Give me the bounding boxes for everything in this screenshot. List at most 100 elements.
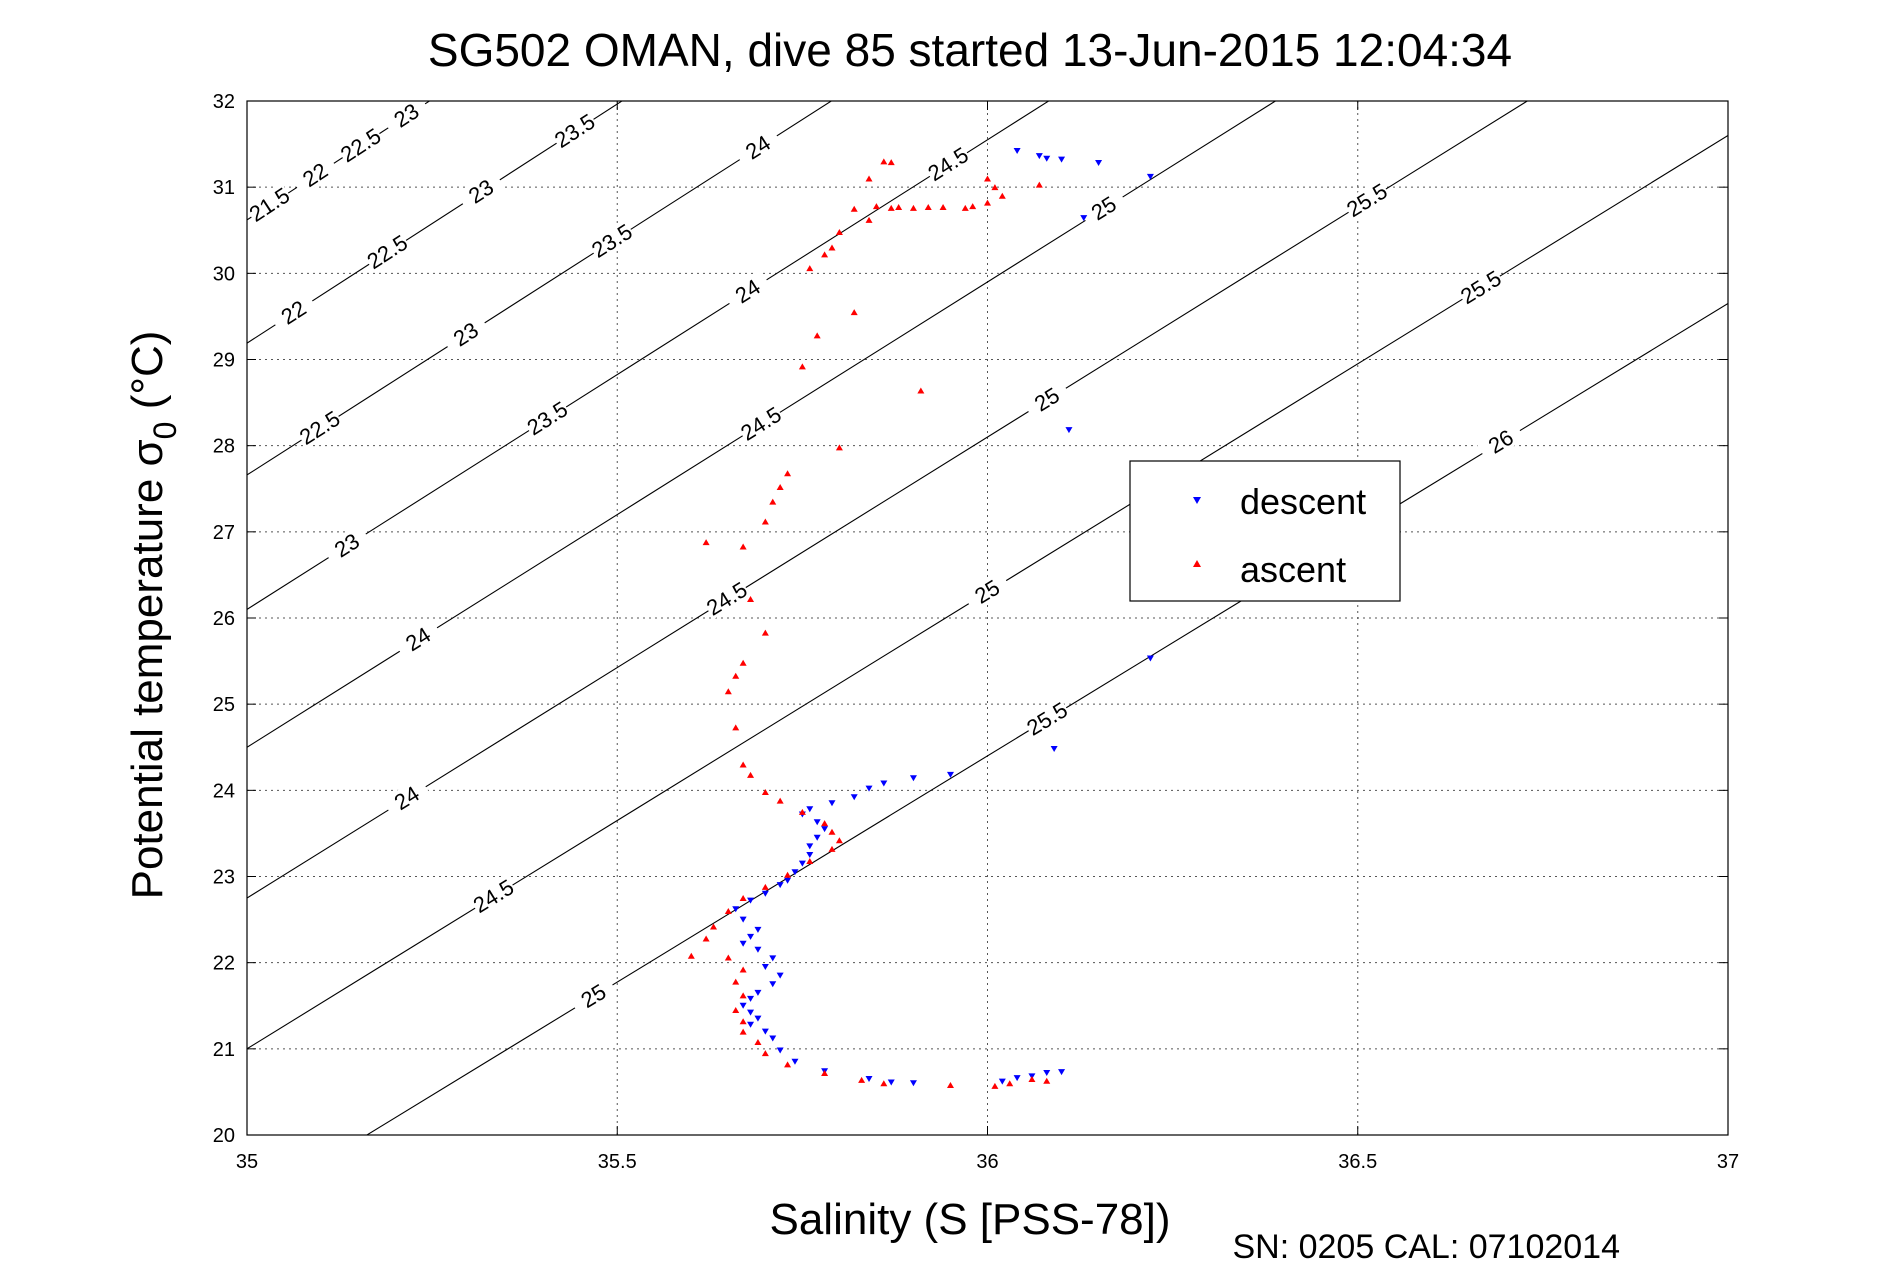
ascent-point (739, 992, 747, 999)
x-axis-label: Salinity (S [PSS-78]) (769, 1195, 1170, 1244)
y-tick-label: 25 (213, 694, 235, 716)
descent-point (754, 989, 762, 996)
descent-point (754, 926, 762, 933)
descent-point (1058, 1069, 1066, 1076)
descent-point (798, 860, 806, 867)
contour-label-bg (550, 109, 599, 152)
descent-point (769, 1035, 777, 1042)
descent-point (1058, 156, 1066, 163)
ascent-point (739, 543, 747, 550)
descent-point (747, 897, 755, 904)
legend-descent-marker (1193, 497, 1201, 504)
descent-point (791, 869, 799, 876)
x-tick-label: 35 (236, 1151, 258, 1173)
descent-point (761, 963, 769, 970)
y-tick-label: 27 (213, 522, 235, 544)
contour-label-bg (522, 396, 572, 439)
ascent-point (969, 203, 977, 210)
y-axis-label-sub: 0 (147, 422, 183, 440)
footer-serial-calibration: SN: 0205 CAL: 07102014 (1232, 1228, 1620, 1262)
ascent-point (732, 978, 740, 985)
contour-label-bg (393, 617, 443, 660)
ascent-point (702, 539, 710, 546)
descent-point (909, 1080, 917, 1087)
ascent-point (821, 820, 829, 827)
contour-label-bg (1022, 697, 1072, 740)
ascent-point (813, 332, 821, 339)
y-tick-label: 23 (213, 867, 235, 889)
contour-label-bg (733, 125, 783, 169)
density-contour-line (247, 101, 833, 476)
descent-point (1050, 745, 1058, 752)
descent-point (865, 785, 873, 792)
contour-label-bg (322, 523, 372, 567)
x-axis-ticks: 35 35.5 36 36.5 37 (236, 101, 1739, 1173)
y-tick-label: 32 (213, 91, 235, 113)
contour-label-bg (1476, 420, 1526, 463)
contour-label-bg (456, 169, 506, 213)
ascent-point (961, 204, 969, 211)
contour-label-bg (736, 402, 786, 445)
descent-point (1043, 1069, 1051, 1076)
ascent-point (991, 184, 999, 191)
ascent-point (835, 837, 843, 844)
ascent-point (747, 771, 755, 778)
x-tick-label: 36 (976, 1151, 998, 1173)
descent-point (1035, 153, 1043, 160)
ascent-point (739, 761, 747, 768)
grid-lines (247, 101, 1728, 1135)
ascent-point (702, 935, 710, 942)
ascent-point (739, 1018, 747, 1025)
descent-point (754, 1015, 762, 1022)
descent-point (761, 890, 769, 897)
ascent-point (761, 518, 769, 525)
ascent-point (732, 672, 740, 679)
descent-point (806, 843, 814, 850)
y-axis-label-main: Potential temperature σ (123, 439, 172, 899)
descent-point (769, 955, 777, 962)
ascent-point (784, 871, 792, 878)
ascent-point (776, 484, 784, 491)
contour-label-bg (290, 153, 340, 196)
ascent-point (858, 1076, 866, 1083)
ascent-point (724, 688, 732, 695)
ascent-point (798, 363, 806, 370)
ascent-point (984, 199, 991, 206)
descent-point (887, 1079, 895, 1086)
ascent-point (806, 265, 814, 272)
descent-point (776, 1047, 784, 1054)
ascent-point (724, 954, 732, 961)
contour-label-bg (1342, 178, 1392, 221)
descent-point (850, 794, 858, 801)
descent-point (747, 1021, 755, 1028)
data-points (687, 147, 1154, 1089)
ascent-point (769, 498, 777, 505)
descent-point (747, 933, 755, 940)
ascent-point (739, 659, 747, 666)
ascent-point (710, 923, 718, 930)
density-contour-line (247, 101, 1050, 610)
ascent-point (865, 175, 873, 182)
descent-point (1146, 655, 1154, 662)
y-tick-label: 29 (213, 350, 235, 372)
ascent-point (909, 204, 917, 211)
x-tick-label: 37 (1717, 1151, 1739, 1173)
descent-point (769, 981, 777, 988)
contour-label-bg (568, 974, 618, 1017)
ascent-point (724, 907, 732, 914)
ascent-point (732, 724, 740, 731)
descent-point (754, 946, 762, 953)
descent-point (739, 940, 747, 947)
ascent-point (784, 1061, 792, 1068)
x-tick-label: 35.5 (598, 1151, 637, 1173)
ascent-point (739, 1028, 747, 1035)
contour-label-bg (702, 577, 752, 620)
ascent-point (784, 470, 792, 477)
legend-descent-label: descent (1240, 481, 1366, 522)
descent-point (909, 775, 917, 782)
descent-point (1065, 427, 1073, 434)
descent-point (998, 1078, 1006, 1085)
ascent-point (821, 1069, 829, 1076)
ascent-point (946, 1082, 954, 1089)
